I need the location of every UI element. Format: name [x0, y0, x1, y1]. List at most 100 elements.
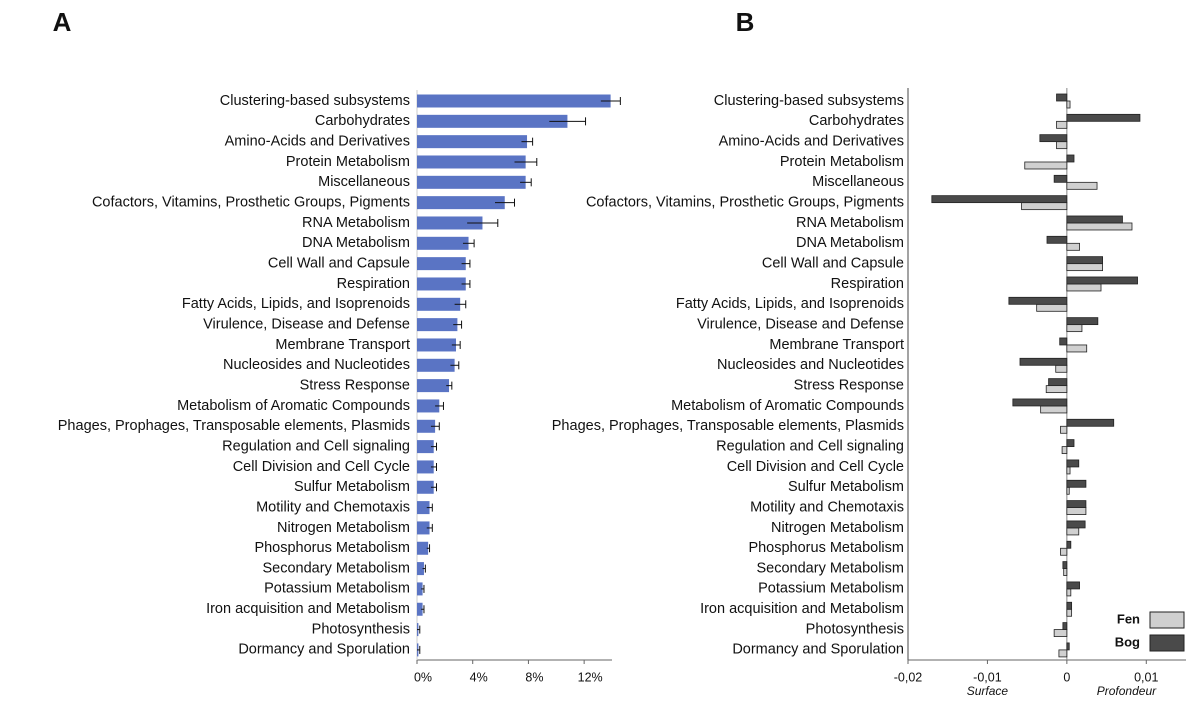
category-label: Secondary Metabolism: [757, 560, 905, 576]
bar: [1024, 161, 1068, 170]
category-label: Cell Division and Cell Cycle: [233, 459, 410, 475]
category-label: Motility and Chemotaxis: [256, 499, 410, 515]
x-tick-label: 0%: [414, 670, 432, 684]
bar: [931, 195, 1068, 204]
bar: [417, 257, 466, 271]
bar: [1053, 629, 1068, 637]
bar: [417, 358, 455, 372]
category-label: DNA Metabolism: [796, 235, 904, 251]
bar: [1021, 202, 1068, 211]
category-label: Cell Wall and Capsule: [268, 255, 410, 271]
bar: [1019, 357, 1068, 366]
category-label: Potassium Metabolism: [264, 581, 410, 597]
bar: [1066, 154, 1075, 163]
bar: [1056, 141, 1068, 150]
category-label: Metabolism of Aromatic Compounds: [177, 398, 410, 414]
category-label: Cell Division and Cell Cycle: [727, 459, 904, 475]
bar: [417, 155, 526, 169]
bar: [1059, 337, 1068, 346]
bar: [417, 501, 430, 515]
bar: [1066, 283, 1102, 292]
bar: [1046, 235, 1068, 244]
bar: [1066, 642, 1070, 651]
x-tick-label: 8%: [525, 670, 543, 684]
category-label: Membrane Transport: [769, 337, 904, 353]
category-label: Nucleosides and Nucleotides: [223, 357, 410, 373]
bar: [1066, 507, 1087, 516]
category-label: Secondary Metabolism: [263, 560, 411, 576]
category-label: Protein Metabolism: [286, 154, 410, 170]
bar: [1066, 100, 1071, 109]
bar: [417, 562, 424, 576]
bar: [1066, 181, 1098, 190]
bar: [1066, 466, 1071, 475]
category-label: Regulation and Cell signaling: [222, 438, 410, 454]
category-label: Nitrogen Metabolism: [277, 520, 410, 536]
legend-label: Bog: [1115, 634, 1140, 649]
bar: [417, 236, 469, 250]
bar: [417, 318, 458, 332]
category-label: Iron acquisition and Metabolism: [206, 601, 410, 617]
bar: [417, 541, 429, 555]
x-tick-label: -0,01: [973, 670, 1002, 684]
bar: [1066, 256, 1104, 265]
bar: [1066, 276, 1138, 285]
bar: [417, 521, 430, 535]
bar: [417, 419, 436, 433]
category-label: Nitrogen Metabolism: [771, 520, 904, 536]
category-label: Miscellaneous: [812, 174, 904, 190]
bar: [1066, 486, 1070, 495]
category-label: Clustering-based subsystems: [714, 93, 904, 109]
category-label: Iron acquisition and Metabolism: [700, 601, 904, 617]
bar: [1062, 561, 1068, 569]
category-label: Sulfur Metabolism: [788, 479, 904, 495]
bar: [1063, 568, 1068, 576]
category-label: Dormancy and Sporulation: [238, 642, 410, 658]
bar: [1066, 317, 1099, 326]
bar: [417, 379, 450, 393]
category-label: Respiration: [831, 276, 904, 292]
panel-label: A: [53, 7, 72, 37]
bar: [1066, 439, 1075, 448]
category-label: Virulence, Disease and Defense: [697, 316, 904, 332]
bar: [417, 440, 434, 454]
bar: [1066, 540, 1072, 549]
bar: [417, 399, 440, 413]
bar: [1066, 324, 1083, 333]
bar: [1056, 120, 1068, 129]
bar: [1056, 93, 1068, 102]
legend-swatch: [1149, 634, 1185, 652]
category-label: Amino-Acids and Derivatives: [719, 133, 904, 149]
x-tick-label: 0,01: [1134, 670, 1158, 684]
category-label: Membrane Transport: [275, 337, 410, 353]
bar: [417, 114, 568, 128]
category-label: RNA Metabolism: [796, 215, 904, 231]
category-label: RNA Metabolism: [302, 215, 410, 231]
axis-annotation: Surface: [967, 684, 1009, 698]
bar: [1066, 344, 1088, 353]
category-label: Phosphorus Metabolism: [254, 540, 410, 556]
category-label: Dormancy and Sporulation: [732, 642, 904, 658]
category-label: Cell Wall and Capsule: [762, 255, 904, 271]
category-label: Fatty Acids, Lipids, and Isoprenoids: [182, 296, 410, 312]
bar: [1066, 215, 1123, 224]
category-label: Potassium Metabolism: [758, 581, 904, 597]
bar: [417, 297, 461, 311]
bar: [417, 460, 434, 474]
category-label: Amino-Acids and Derivatives: [225, 133, 410, 149]
category-label: Phages, Prophages, Transposable elements…: [58, 418, 410, 434]
bar: [1066, 479, 1087, 488]
category-label: Stress Response: [300, 377, 410, 393]
category-label: Nucleosides and Nucleotides: [717, 357, 904, 373]
bar: [417, 216, 483, 230]
category-label: Clustering-based subsystems: [220, 93, 410, 109]
bar: [1060, 547, 1068, 556]
bar: [1039, 134, 1068, 143]
x-tick-label: 4%: [470, 670, 488, 684]
category-label: Motility and Chemotaxis: [750, 499, 904, 515]
x-tick-label: 12%: [578, 670, 603, 684]
category-label: Cofactors, Vitamins, Prosthetic Groups, …: [586, 194, 904, 210]
legend-label: Fen: [1117, 611, 1140, 626]
category-label: Fatty Acids, Lipids, and Isoprenoids: [676, 296, 904, 312]
bar: [417, 196, 505, 210]
